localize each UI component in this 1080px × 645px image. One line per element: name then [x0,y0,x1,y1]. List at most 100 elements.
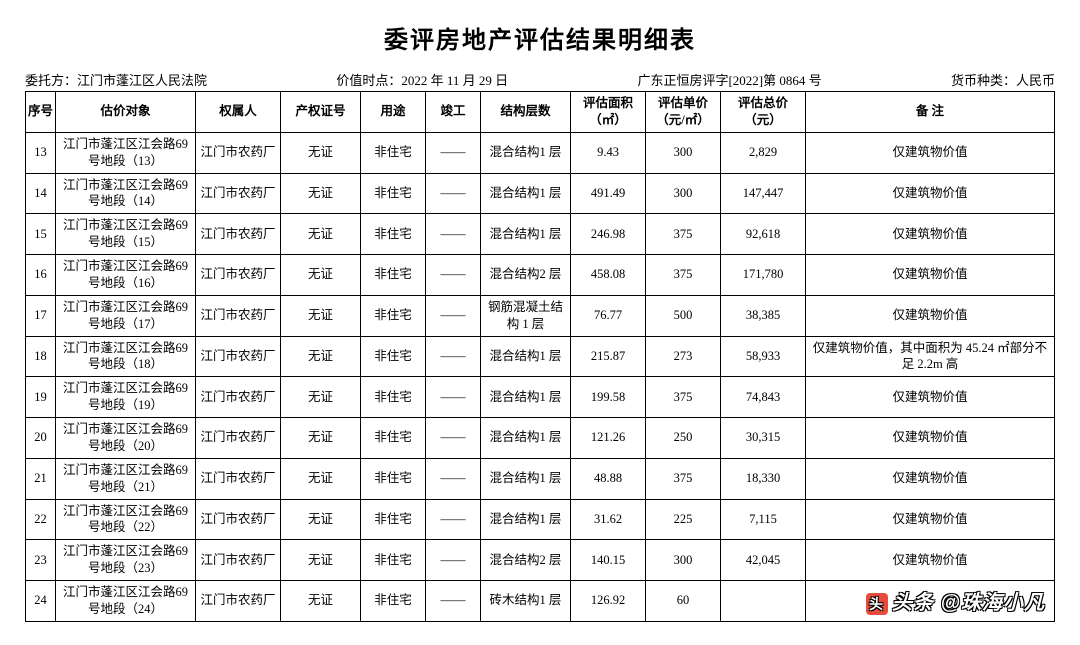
cell-cert: 无证 [281,377,361,418]
cell-owner: 江门市农药厂 [196,336,281,377]
cell-struct: 混合结构1 层 [481,336,571,377]
cell-total: 171,780 [721,255,806,296]
cell-unit: 500 [646,295,721,336]
cell-struct: 混合结构1 层 [481,458,571,499]
meta-date: 价值时点：2022 年 11 月 29 日 [336,70,508,89]
table-row: 18江门市蓬江区江会路69 号地段（18）江门市农药厂无证非住宅——混合结构1 … [26,336,1055,377]
cell-cert: 无证 [281,336,361,377]
cell-use: 非住宅 [361,336,426,377]
cell-cert: 无证 [281,255,361,296]
meta-currency: 货币种类：人民币 [951,70,1055,89]
cell-area: 140.15 [571,540,646,581]
cell-area: 48.88 [571,458,646,499]
cell-done: —— [426,173,481,214]
cell-seq: 15 [26,214,56,255]
cell-seq: 17 [26,295,56,336]
cell-cert: 无证 [281,418,361,459]
cell-note: 仅建筑物价值 [806,458,1055,499]
cell-use: 非住宅 [361,540,426,581]
cell-owner: 江门市农药厂 [196,255,281,296]
cell-use: 非住宅 [361,377,426,418]
cell-owner: 江门市农药厂 [196,173,281,214]
cell-note: 仅建筑物价值 [806,173,1055,214]
cell-owner: 江门市农药厂 [196,499,281,540]
table-row: 17江门市蓬江区江会路69 号地段（17）江门市农药厂无证非住宅——钢筋混凝土结… [26,295,1055,336]
table-row: 19江门市蓬江区江会路69 号地段（19）江门市农药厂无证非住宅——混合结构1 … [26,377,1055,418]
cell-note: 仅建筑物价值 [806,499,1055,540]
table-header-row: 序号 估价对象 权属人 产权证号 用途 竣工 结构层数 评估面积（㎡） 评估单价… [26,92,1055,133]
cell-seq: 13 [26,132,56,173]
cell-seq: 21 [26,458,56,499]
cell-cert: 无证 [281,540,361,581]
cell-use: 非住宅 [361,132,426,173]
watermark: 头条 @珠海小凡 [866,586,1045,615]
cell-cert: 无证 [281,295,361,336]
cell-obj: 江门市蓬江区江会路69 号地段（19） [56,377,196,418]
cell-obj: 江门市蓬江区江会路69 号地段（21） [56,458,196,499]
table-row: 23江门市蓬江区江会路69 号地段（23）江门市农药厂无证非住宅——混合结构2 … [26,540,1055,581]
cell-struct: 混合结构2 层 [481,255,571,296]
cell-total: 38,385 [721,295,806,336]
cell-obj: 江门市蓬江区江会路69 号地段（15） [56,214,196,255]
cell-done: —— [426,540,481,581]
cell-obj: 江门市蓬江区江会路69 号地段（20） [56,418,196,459]
table-row: 15江门市蓬江区江会路69 号地段（15）江门市农药厂无证非住宅——混合结构1 … [26,214,1055,255]
cell-obj: 江门市蓬江区江会路69 号地段（16） [56,255,196,296]
cell-seq: 16 [26,255,56,296]
watermark-text: 头条 @珠海小凡 [892,592,1045,614]
cell-unit: 60 [646,581,721,622]
cell-obj: 江门市蓬江区江会路69 号地段（14） [56,173,196,214]
cell-seq: 19 [26,377,56,418]
col-done: 竣工 [426,92,481,133]
cell-total [721,581,806,622]
table-row: 14江门市蓬江区江会路69 号地段（14）江门市农药厂无证非住宅——混合结构1 … [26,173,1055,214]
col-total: 评估总价（元） [721,92,806,133]
cell-owner: 江门市农药厂 [196,377,281,418]
cell-total: 7,115 [721,499,806,540]
cell-owner: 江门市农药厂 [196,581,281,622]
cell-note: 仅建筑物价值 [806,295,1055,336]
cell-seq: 24 [26,581,56,622]
cell-unit: 300 [646,173,721,214]
cell-seq: 22 [26,499,56,540]
cell-struct: 混合结构1 层 [481,132,571,173]
cell-total: 42,045 [721,540,806,581]
cell-cert: 无证 [281,214,361,255]
cell-note: 仅建筑物价值 [806,132,1055,173]
cell-struct: 混合结构1 层 [481,214,571,255]
cell-struct: 混合结构1 层 [481,499,571,540]
cell-seq: 14 [26,173,56,214]
col-owner: 权属人 [196,92,281,133]
table-row: 13江门市蓬江区江会路69 号地段（13）江门市农药厂无证非住宅——混合结构1 … [26,132,1055,173]
cell-area: 121.26 [571,418,646,459]
cell-unit: 375 [646,255,721,296]
col-struct: 结构层数 [481,92,571,133]
cell-done: —— [426,499,481,540]
cell-use: 非住宅 [361,214,426,255]
cell-cert: 无证 [281,132,361,173]
cell-struct: 混合结构1 层 [481,377,571,418]
cell-unit: 273 [646,336,721,377]
cell-obj: 江门市蓬江区江会路69 号地段（18） [56,336,196,377]
cell-seq: 20 [26,418,56,459]
cell-unit: 300 [646,540,721,581]
cell-obj: 江门市蓬江区江会路69 号地段（23） [56,540,196,581]
table-body: 13江门市蓬江区江会路69 号地段（13）江门市农药厂无证非住宅——混合结构1 … [26,132,1055,621]
cell-unit: 375 [646,458,721,499]
col-obj: 估价对象 [56,92,196,133]
cell-done: —— [426,214,481,255]
cell-struct: 混合结构1 层 [481,418,571,459]
cell-unit: 300 [646,132,721,173]
cell-unit: 375 [646,214,721,255]
cell-struct: 砖木结构1 层 [481,581,571,622]
cell-note: 仅建筑物价值 [806,255,1055,296]
cell-total: 2,829 [721,132,806,173]
cell-done: —— [426,377,481,418]
table-row: 16江门市蓬江区江会路69 号地段（16）江门市农药厂无证非住宅——混合结构2 … [26,255,1055,296]
cell-obj: 江门市蓬江区江会路69 号地段（13） [56,132,196,173]
cell-use: 非住宅 [361,173,426,214]
cell-total: 147,447 [721,173,806,214]
cell-cert: 无证 [281,581,361,622]
cell-note: 仅建筑物价值 [806,377,1055,418]
cell-note: 仅建筑物价值，其中面积为 45.24 ㎡部分不足 2.2m 高 [806,336,1055,377]
